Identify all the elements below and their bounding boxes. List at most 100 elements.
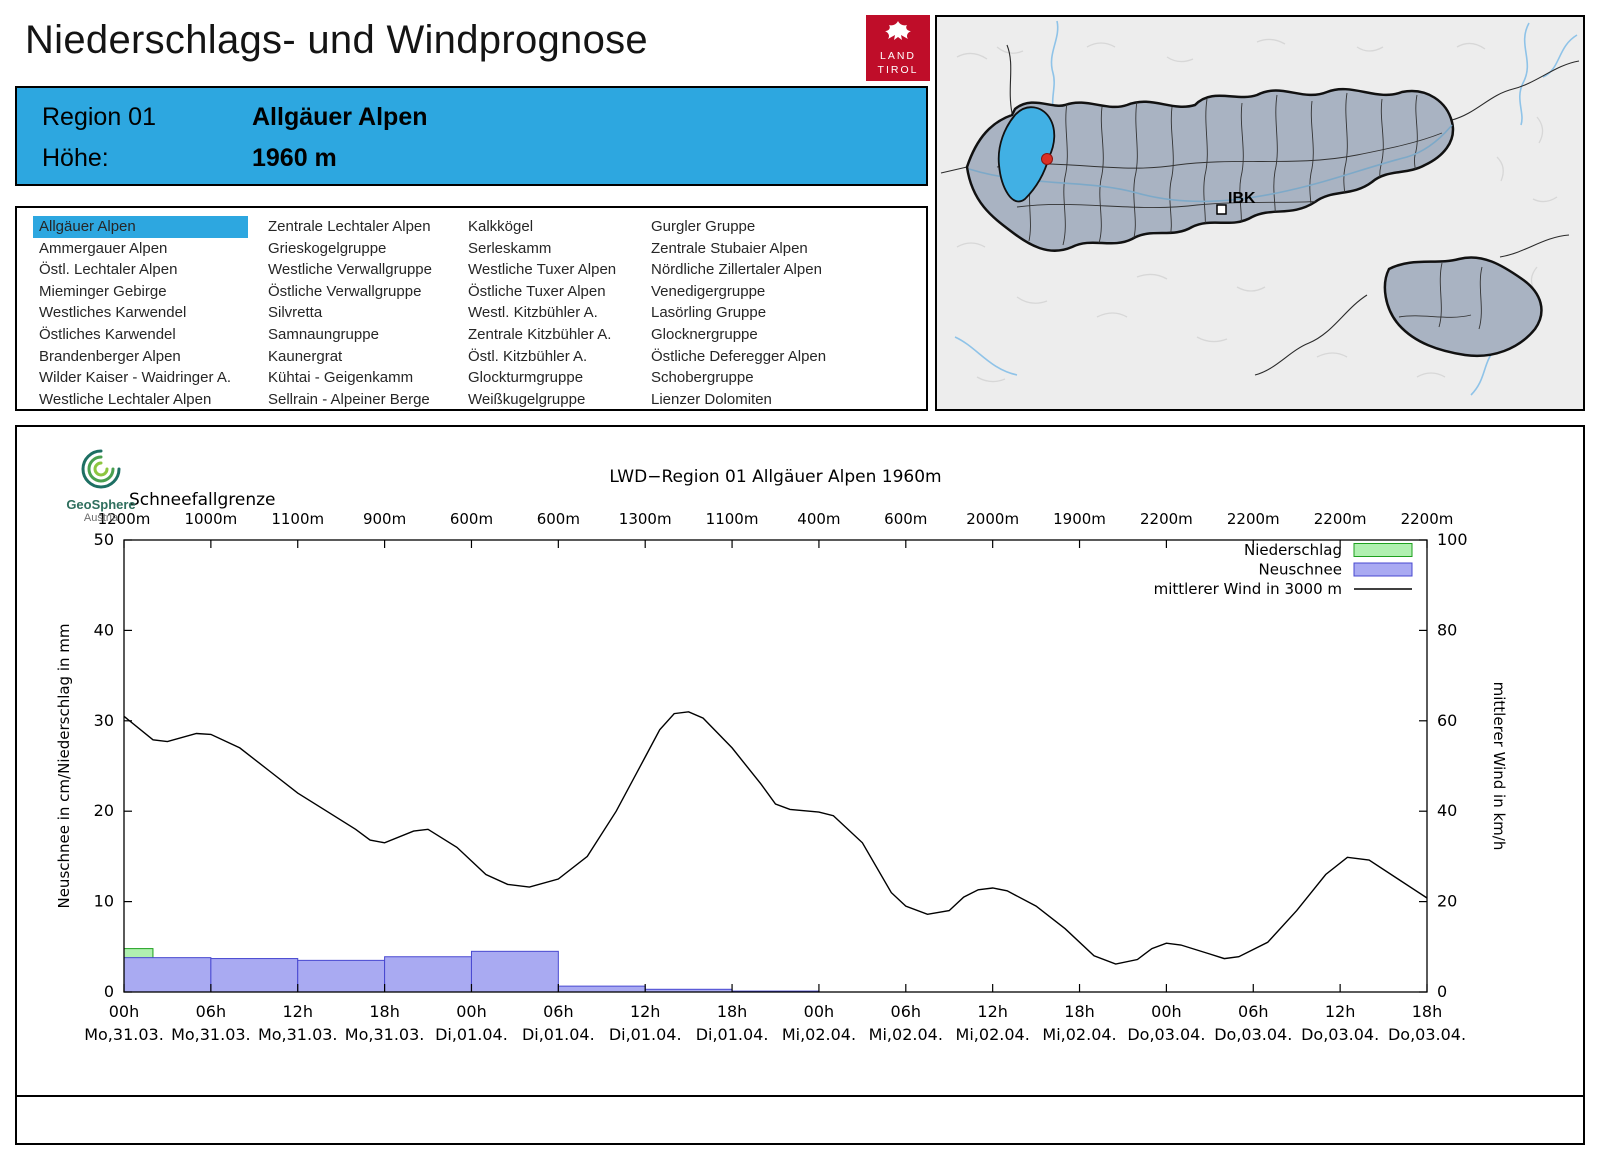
svg-text:Mo,31.03.: Mo,31.03. — [171, 1025, 251, 1044]
svg-text:0: 0 — [1437, 982, 1447, 1001]
region-list-item[interactable]: Silvretta — [268, 304, 323, 322]
svg-text:10: 10 — [94, 892, 114, 911]
svg-text:18h: 18h — [1064, 1002, 1095, 1021]
region-number-label: Region 01 — [42, 103, 156, 131]
svg-text:12h: 12h — [630, 1002, 661, 1021]
svg-text:Mo,31.03.: Mo,31.03. — [258, 1025, 338, 1044]
svg-text:1100m: 1100m — [271, 510, 324, 528]
svg-text:100: 100 — [1437, 530, 1468, 549]
region-list-column-4: Gurgler Gruppe Zentrale Stubaier Alpen Nör… — [645, 216, 905, 409]
region-list-item[interactable]: Sellrain - Alpeiner Berge — [268, 390, 430, 408]
svg-text:12h: 12h — [977, 1002, 1008, 1021]
region-list-item[interactable]: Mieminger Gebirge — [39, 282, 167, 300]
region-list-item[interactable]: Grieskogelgruppe — [268, 239, 387, 257]
region-list-item[interactable]: Kaunergrat — [268, 347, 343, 365]
region-list-item[interactable]: Östliche Verwallgruppe — [268, 282, 422, 300]
svg-text:18h: 18h — [1412, 1002, 1443, 1021]
svg-text:2000m: 2000m — [966, 510, 1019, 528]
region-list-item[interactable]: Östliche Deferegger Alpen — [651, 347, 827, 365]
location-dot — [1041, 153, 1053, 165]
region-list-item[interactable]: Wilder Kaiser - Waidringer A. — [39, 369, 231, 387]
svg-text:Mo,31.03.: Mo,31.03. — [345, 1025, 425, 1044]
svg-text:18h: 18h — [369, 1002, 400, 1021]
svg-text:Mi,02.04.: Mi,02.04. — [956, 1025, 1030, 1044]
land-tirol-logo: LAND TIROL — [866, 15, 930, 81]
region-list-item[interactable]: Allgäuer Alpen — [33, 216, 248, 238]
region-list-item[interactable]: Östliche Tuxer Alpen — [468, 282, 606, 300]
region-list-item[interactable]: Östl. Kitzbühler A. — [468, 347, 588, 365]
svg-text:Neuschnee: Neuschnee — [1259, 561, 1343, 579]
region-list-item[interactable]: Brandenberger Alpen — [39, 347, 181, 365]
region-list-item[interactable]: Schobergruppe — [651, 369, 754, 387]
geosphere-name: GeoSphere — [66, 497, 136, 512]
svg-text:1300m: 1300m — [619, 510, 672, 528]
svg-text:12h: 12h — [282, 1002, 313, 1021]
region-list-item[interactable]: Ammergauer Alpen — [39, 239, 168, 257]
region-list-column-3: Kalkkögel Serleskamm Westliche Tuxer Alpen… — [462, 216, 631, 409]
land-tirol-text-line2: TIROL — [877, 64, 919, 76]
region-list-item[interactable]: Zentrale Stubaier Alpen — [651, 239, 808, 257]
svg-text:12h: 12h — [1325, 1002, 1356, 1021]
svg-text:Do,03.04.: Do,03.04. — [1388, 1025, 1466, 1044]
region-header: Region 01 Allgäuer Alpen Höhe: 1960 m — [15, 86, 928, 186]
region-list-item[interactable]: Gurgler Gruppe — [651, 218, 756, 235]
svg-text:2200m: 2200m — [1227, 510, 1280, 528]
region-list-item[interactable]: Östliches Karwendel — [39, 325, 176, 343]
svg-text:Mi,02.04.: Mi,02.04. — [1042, 1025, 1116, 1044]
ibk-marker — [1216, 204, 1227, 215]
svg-text:20: 20 — [1437, 892, 1457, 911]
region-list-item[interactable]: Kühtai - Geigenkamm — [268, 369, 414, 387]
region-list-item[interactable]: Venedigergruppe — [651, 282, 766, 300]
land-tirol-text-line1: LAND — [879, 50, 916, 62]
region-list-item[interactable]: Lienzer Dolomiten — [651, 390, 772, 408]
svg-text:50: 50 — [94, 530, 114, 549]
region-list-item[interactable]: Westliches Karwendel — [39, 304, 187, 322]
inn-river — [968, 124, 1453, 203]
region-list-item[interactable]: Westliche Lechtaler Alpen — [39, 390, 212, 408]
svg-text:00h: 00h — [804, 1002, 835, 1021]
geosphere-sub: Austria — [83, 512, 119, 524]
page-title: Niederschlags- und Windprognose — [25, 18, 648, 62]
region-name-value: Allgäuer Alpen — [252, 103, 428, 131]
svg-text:00h: 00h — [109, 1002, 140, 1021]
svg-text:Do,03.04.: Do,03.04. — [1214, 1025, 1292, 1044]
svg-text:Mo,31.03.: Mo,31.03. — [84, 1025, 164, 1044]
tirol-map[interactable]: IBK — [935, 15, 1585, 411]
region-list-item[interactable]: Glocknergruppe — [651, 325, 758, 343]
forecast-chart: 00h Mo,31.03. 1200m 06h Mo,31.03. 1000m 12h Mo,… — [55, 467, 1508, 1044]
region-list-item[interactable]: Zentrale Kitzbühler A. — [468, 325, 612, 343]
region-list-item[interactable]: Zentrale Lechtaler Alpen — [268, 218, 431, 235]
region-list: Allgäuer Alpen Ammergauer Alpen Östl. Lech… — [15, 206, 928, 411]
region-list-item[interactable]: Westliche Verwallgruppe — [268, 261, 432, 279]
region-list-item[interactable]: Östl. Lechtaler Alpen — [39, 261, 178, 279]
footer-strip — [17, 1097, 1583, 1143]
geosphere-logo-icon — [79, 449, 123, 495]
svg-text:06h: 06h — [1238, 1002, 1269, 1021]
svg-text:40: 40 — [94, 620, 114, 639]
region-list-item[interactable]: Weißkugelgruppe — [468, 390, 586, 408]
region-list-item[interactable]: Glockturmgruppe — [468, 369, 584, 387]
geosphere-logo: GeoSphere Austria — [51, 447, 151, 524]
svg-text:1200m: 1200m — [98, 510, 151, 528]
region-list-item[interactable]: Westl. Kitzbühler A. — [468, 304, 598, 322]
region-list-item[interactable]: Nördliche Zillertaler Alpen — [651, 261, 822, 279]
hoehe-label: Höhe: — [42, 144, 109, 172]
svg-text:40: 40 — [1437, 801, 1457, 820]
region-list-item[interactable]: Kalkkögel — [468, 218, 534, 235]
svg-text:2200m: 2200m — [1140, 510, 1193, 528]
region-list-column-2: Zentrale Lechtaler Alpen Grieskogelgruppe… — [262, 216, 448, 409]
region-list-item[interactable]: Serleskamm — [468, 239, 552, 257]
svg-text:600m: 600m — [537, 510, 580, 528]
svg-text:Mi,02.04.: Mi,02.04. — [869, 1025, 943, 1044]
ibk-label: IBK — [1228, 190, 1256, 207]
svg-text:400m: 400m — [797, 510, 840, 528]
svg-text:60: 60 — [1437, 711, 1457, 730]
region-list-item[interactable]: Lasörling Gruppe — [651, 304, 767, 322]
region-list-item[interactable]: Westliche Tuxer Alpen — [468, 261, 617, 279]
region-borders-east — [1398, 262, 1483, 330]
svg-text:Di,01.04.: Di,01.04. — [696, 1025, 769, 1044]
svg-text:Neuschnee in cm/Niederschlag i: Neuschnee in cm/Niederschlag in mm — [55, 623, 73, 908]
svg-text:Niederschlag: Niederschlag — [1244, 541, 1342, 559]
region-list-item[interactable]: Samnaungruppe — [268, 325, 379, 343]
highlighted-region-allgaeuer[interactable] — [997, 106, 1056, 203]
